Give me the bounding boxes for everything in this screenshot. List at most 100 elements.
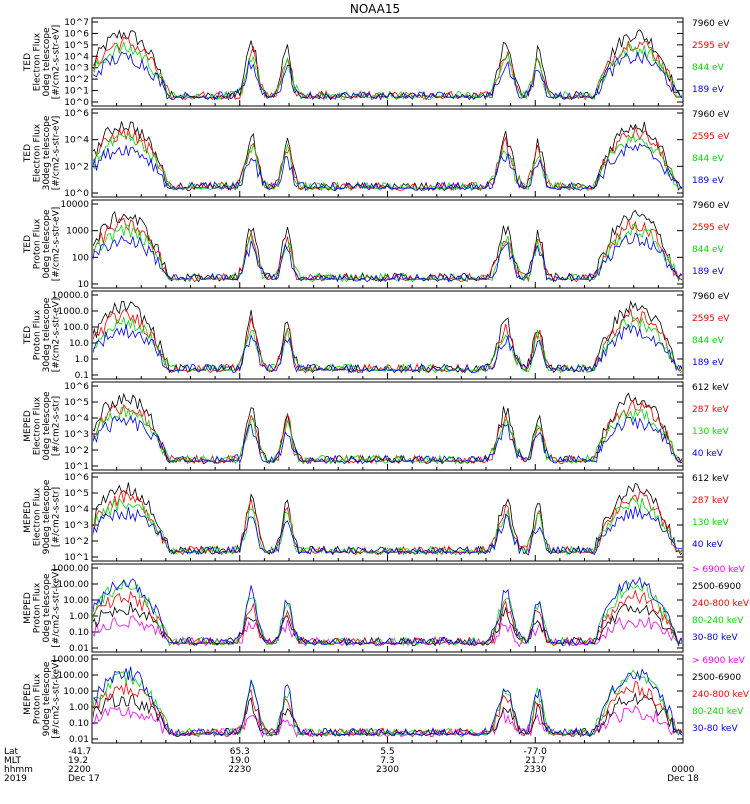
legend-entry: 7960 eV [692,19,730,29]
legend-entry: 844 eV [692,245,725,255]
y-axis-label-line: MEPED [23,410,33,442]
y-tick-label: 10000.0 [52,291,89,301]
series-line-black [93,209,682,283]
series-line-green [93,497,682,556]
y-tick-label: 100 [72,253,89,263]
panel-frame [91,17,684,107]
series-line-black [93,300,682,374]
y-axis-label-line: Electron Flux [32,396,42,455]
legend-entry: 30-80 keV [692,633,738,643]
legend-entry: 189 eV [692,358,725,368]
y-axis-label-line: Electron Flux [32,487,42,546]
legend-entry: 189 eV [692,85,725,95]
time-axis-row-label: 2019 [4,774,27,784]
time-axis-value: 65.3 [230,747,250,757]
legend-entry: 844 eV [692,336,725,346]
y-axis-label: TEDProton Flux30deg telescope[#/cm2-s-st… [23,297,62,372]
y-tick-label: 10^6 [64,109,89,119]
y-tick-label: 10^3 [64,521,89,531]
time-axis-value: 2200 [68,765,91,775]
y-axis-label-line: MEPED [23,501,33,533]
time-axis-value: 0000 [672,765,695,775]
y-tick-label: 1.00 [69,612,89,622]
legend-entry: 130 keV [692,427,729,437]
y-tick-label: 10^6 [64,473,89,483]
series-line-red [93,489,682,556]
legend-entry: 30-80 keV [692,724,738,734]
y-axis-label: MEPEDElectron Flux0deg telescope[#/cm2-s… [23,391,62,461]
y-tick-label: 10 [78,280,90,290]
y-axis-label-line: 30deg telescope [42,115,52,190]
y-tick-label: 10.00 [63,596,89,606]
y-axis-label-line: MEPED [23,592,33,624]
series-line-red [93,125,682,192]
series-line-green [93,315,682,374]
time-axis-row-label: MLT [4,756,22,766]
y-axis-label-line: 0deg telescope [42,573,52,643]
series-line-blue [93,232,682,283]
y-axis-label-line: 30deg telescope [42,297,52,372]
legend-entry: 612 keV [692,474,729,484]
y-axis-label-line: 90deg telescope [42,661,52,736]
y-axis-label-line: [#/cm2-s-str] [51,487,61,547]
series-line-blue [93,506,682,556]
time-axis-row-label: Lat [4,747,19,757]
legend-entry: 240-800 keV [692,599,750,609]
y-tick-label: 10^1 [64,553,89,563]
series-line-blue [93,576,682,647]
y-tick-label: 10^0 [64,98,89,108]
y-axis-label-line: MEPED [23,683,33,715]
legend-entry: 189 eV [692,267,725,277]
y-tick-label: 10^2 [64,537,89,547]
y-tick-label: 10^7 [64,18,89,28]
y-tick-label: 0.01 [69,735,89,745]
y-axis-label-line: Electron Flux [32,32,42,91]
y-tick-label: 10.0 [69,339,89,349]
y-axis-label-line: Proton Flux [32,218,42,269]
y-tick-label: 1000.00 [52,655,89,665]
series-group [93,392,682,465]
y-tick-label: 10^4 [64,414,89,424]
y-axis-label-line: [#/cm2-s-str] [51,396,61,456]
series-line-black [93,29,682,101]
time-axis-value: 19.0 [230,756,250,766]
y-tick-label: 0.10 [69,719,89,729]
time-axis-value: Dec 17 [68,774,100,784]
y-tick-label: 10^2 [64,446,89,456]
panel-1: 10^010^110^210^310^410^510^610^7TEDElect… [23,17,730,108]
y-tick-label: 10^4 [64,52,89,62]
y-tick-label: 100.0 [63,323,89,333]
y-tick-label: 10^1 [64,87,89,97]
y-tick-label: 100.00 [58,580,90,590]
series-line-green [93,579,682,647]
series-line-green [93,40,682,101]
legend-entry: > 6900 keV [692,656,746,666]
y-tick-label: 10^6 [64,29,89,39]
y-axis-label-line: Proton Flux [32,309,42,360]
y-axis-label-line: 0deg telescope [42,27,52,97]
y-tick-label: 10000 [60,200,89,210]
legend-entry: 7960 eV [692,292,730,302]
y-axis-label-line: 0deg telescope [42,391,52,461]
time-axis-value: -41.7 [68,747,91,757]
y-tick-label: 1000.0 [58,307,90,317]
y-axis-label-line: [#/cm2-s-str-keV] [51,659,61,738]
y-axis-label-line: Electron Flux [32,123,42,182]
y-tick-label: 0.10 [69,628,89,638]
time-axis-value: 21.7 [525,756,545,766]
legend-entry: 2500-6900 [692,582,741,592]
series-line-blue [93,666,682,738]
y-tick-label: 10^3 [64,64,89,74]
y-tick-label: 10^0 [64,189,89,199]
y-tick-label: 10^4 [64,136,89,146]
series-line-red [93,217,682,283]
series-line-black [93,121,682,192]
y-axis-label-line: TED [23,326,33,345]
panel-8: 0.010.101.0010.00100.001000.00MEPEDProto… [23,654,750,745]
y-tick-label: 10^2 [64,162,89,172]
time-axis-value: 5.5 [380,747,394,757]
